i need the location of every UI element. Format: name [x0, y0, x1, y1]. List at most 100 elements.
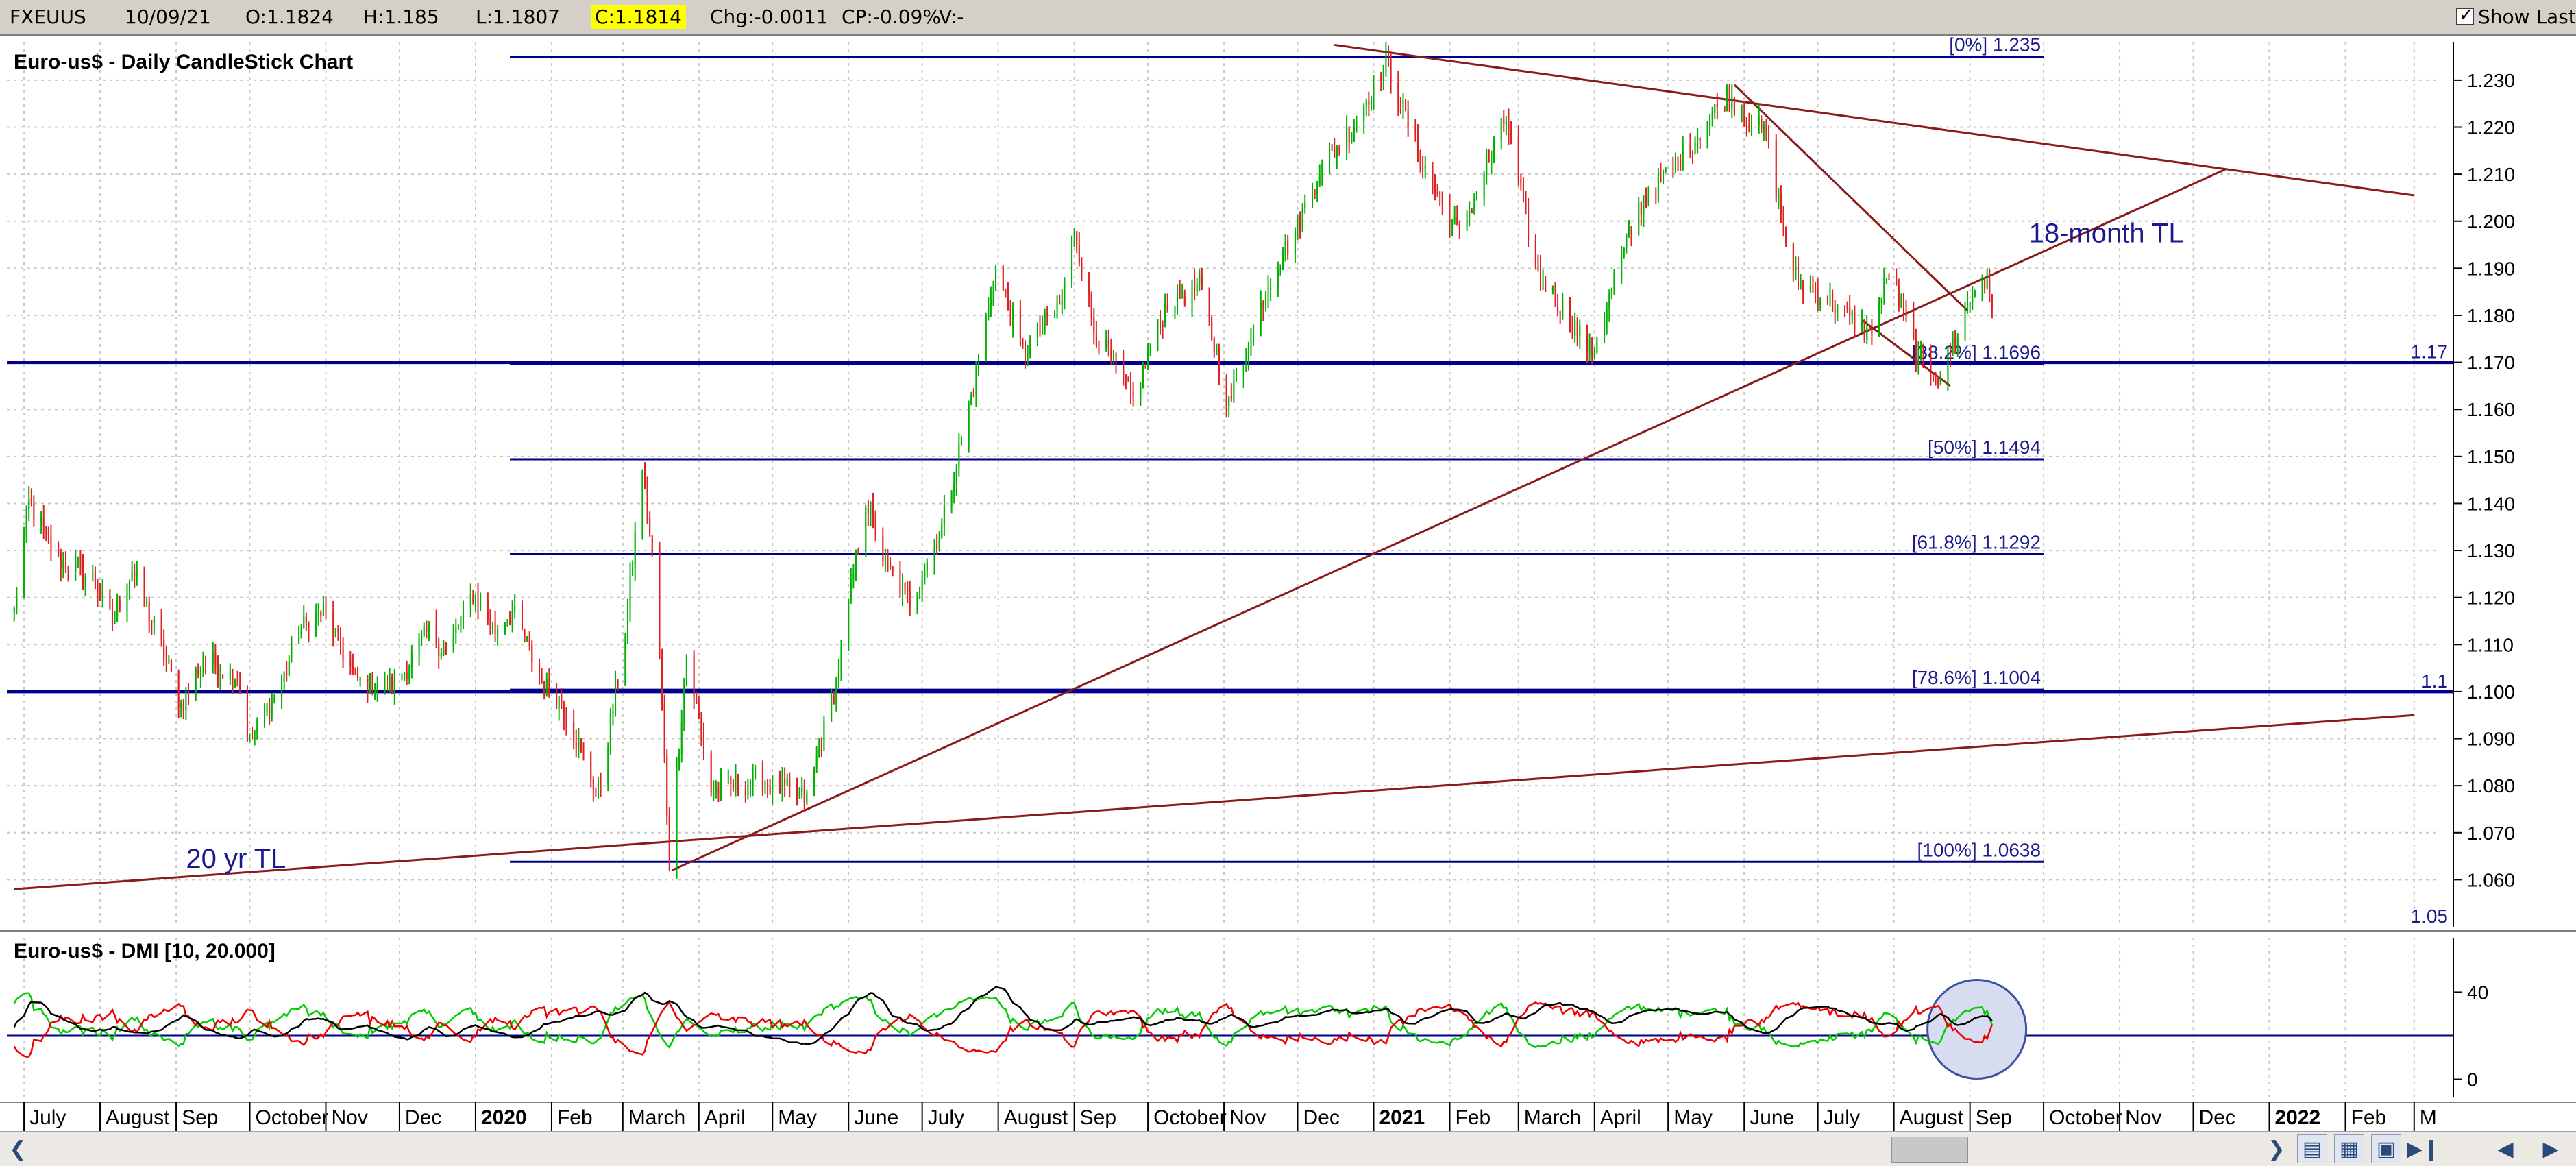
candle-body: [1623, 248, 1625, 257]
candle-body: [1363, 105, 1365, 121]
y-tick-label: 1.070: [2467, 823, 2515, 844]
candle-body: [1954, 339, 1956, 345]
candle-body: [801, 788, 803, 793]
candle-body: [820, 749, 822, 751]
candle-body: [1107, 339, 1109, 349]
candle-body: [988, 304, 990, 317]
candle-body: [205, 661, 207, 662]
end-icon[interactable]: ▶❙: [2406, 1137, 2440, 1161]
candle-body: [129, 580, 131, 591]
candle-body: [1140, 387, 1142, 396]
candle-body: [541, 675, 543, 682]
candle-body: [848, 600, 850, 644]
candle-body: [592, 779, 594, 790]
candle-body: [16, 598, 18, 608]
x-tick-label: Feb: [2351, 1106, 2387, 1129]
candle-body: [197, 669, 199, 675]
candle-body: [1491, 157, 1493, 162]
candle-body: [1758, 117, 1760, 125]
x-tick-label: May: [1673, 1106, 1713, 1129]
candle-body: [833, 696, 835, 704]
candle-body: [612, 711, 614, 714]
candle-body: [1935, 378, 1937, 381]
candle-body: [693, 655, 695, 699]
candle-body: [1989, 280, 1991, 295]
candle-body: [64, 560, 66, 571]
x-tick-label: March: [1524, 1106, 1581, 1129]
candle-body: [1621, 256, 1623, 278]
candle-body: [936, 544, 938, 550]
candle-body: [710, 753, 712, 792]
fib-level-label: [78.6%] 1.1004: [1912, 667, 2041, 688]
candle-body: [818, 749, 820, 758]
candle-body: [747, 786, 749, 796]
chart-scrollbar[interactable]: ❮ ❯ ▤ ▦ ▣ ▶❙ ◀ ▶: [0, 1131, 2576, 1166]
candle-body: [474, 595, 476, 603]
y-tick-label: 1.180: [2467, 305, 2515, 326]
page-right-icon[interactable]: ▶: [2542, 1137, 2559, 1161]
chart-canvas[interactable]: [0%] 1.235 [38.2%] 1.1696 [50%] 1.1494 [61.…: [0, 36, 2576, 1131]
candle-body: [1088, 273, 1090, 295]
candle-body: [339, 629, 341, 647]
dmi-y-tick-label: 0: [2467, 1069, 2478, 1091]
show-last-checkbox[interactable]: ✓: [2456, 5, 2474, 25]
candle-body: [1562, 300, 1564, 314]
candle-body: [1991, 294, 1993, 309]
candle-body: [1144, 364, 1146, 369]
candle-body: [1913, 313, 1915, 338]
candle-body: [286, 673, 288, 675]
scroll-thumb[interactable]: [1891, 1137, 1968, 1163]
candle-body: [600, 784, 602, 786]
candle-body: [1399, 106, 1401, 110]
fib-layer: [0%] 1.235 [38.2%] 1.1696 [50%] 1.1494 [61.…: [7, 36, 2453, 863]
candle-body: [374, 690, 376, 694]
candle-body: [1235, 378, 1237, 381]
candle-body: [177, 671, 180, 708]
candle-body: [357, 668, 359, 681]
candle-body: [469, 594, 471, 605]
candle-body: [222, 674, 224, 679]
candle-body: [607, 746, 609, 786]
zoom-in-icon[interactable]: ▦: [2334, 1134, 2364, 1163]
candle-body: [624, 641, 626, 686]
zoom-out-icon[interactable]: ▤: [2297, 1134, 2327, 1163]
candle-body: [1311, 190, 1313, 203]
candle-body: [1782, 215, 1784, 228]
x-tick-label: July: [29, 1106, 66, 1129]
page-left-icon[interactable]: ◀: [2497, 1137, 2514, 1161]
candle-body: [452, 633, 454, 651]
candle-body: [970, 395, 972, 404]
x-tick-label: August: [1900, 1106, 1964, 1129]
candle-body: [992, 291, 994, 299]
candle-body: [1253, 326, 1255, 334]
scroll-left-icon[interactable]: ❮: [9, 1137, 27, 1161]
price-panel: [0%] 1.235 [38.2%] 1.1696 [50%] 1.1494 [61.…: [0, 36, 2576, 931]
scroll-right-icon[interactable]: ❯: [2268, 1137, 2285, 1161]
candle-body: [1750, 125, 1752, 127]
fit-icon[interactable]: ▣: [2371, 1134, 2401, 1163]
candle-body: [1078, 245, 1080, 263]
candle-body: [489, 619, 491, 627]
candle-body: [354, 668, 356, 669]
candle-body: [404, 672, 406, 677]
candle-body: [1647, 197, 1649, 205]
axis-marker-label: 1.17: [2411, 341, 2449, 363]
candle-body: [212, 653, 214, 662]
candle-body: [1211, 319, 1213, 339]
trendline: [671, 168, 2226, 872]
price-chart-title: Euro-us$ - Daily CandleStick Chart: [14, 51, 353, 73]
candle-body: [1201, 275, 1203, 290]
candle-body: [163, 640, 165, 659]
candle-body: [460, 616, 462, 627]
high-value: H:1.185: [363, 5, 439, 28]
candle-body: [92, 572, 94, 576]
candle-body: [1871, 327, 1873, 336]
candle-body: [1483, 174, 1485, 197]
y-tick-label: 1.060: [2467, 869, 2515, 890]
candle-body: [300, 628, 302, 638]
x-tick-label: Nov: [332, 1106, 368, 1129]
candle-body: [1318, 176, 1321, 185]
candle-body: [168, 660, 170, 661]
candle-body: [376, 685, 378, 691]
candle-body: [700, 718, 702, 734]
